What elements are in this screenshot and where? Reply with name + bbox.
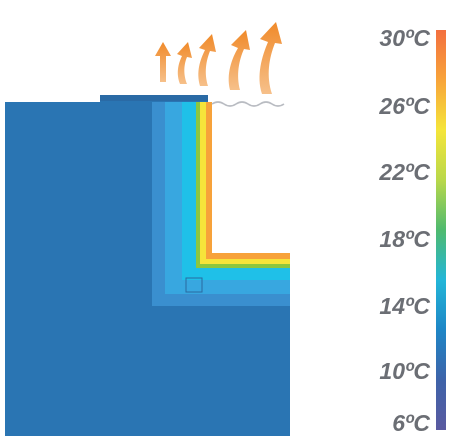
- wavy-line-icon: [211, 101, 285, 107]
- heat-arrow-icon: [198, 34, 216, 86]
- scale-label-6: 6ºC: [392, 410, 430, 436]
- temperature-colorbar: [436, 30, 446, 430]
- orange-band: [206, 102, 290, 259]
- scale-label-10: 10ºC: [379, 358, 430, 384]
- insulation-band: [182, 102, 290, 280]
- thermal-bridge-diagram: [5, 22, 290, 436]
- heat-arrow-icon: [228, 30, 250, 90]
- yellow-band: [200, 102, 290, 264]
- heat-arrows: [155, 22, 282, 94]
- scale-label-30: 30ºC: [379, 25, 430, 51]
- corner-marker: [185, 277, 203, 293]
- scale-label-18: 18ºC: [379, 226, 430, 252]
- scale-label-26: 26ºC: [379, 93, 430, 119]
- wall-top-cap: [100, 95, 208, 101]
- heat-arrow-icon: [259, 22, 282, 94]
- heat-arrow-icon: [155, 42, 171, 82]
- scale-label-22: 22ºC: [379, 159, 430, 185]
- heat-arrow-icon: [177, 42, 192, 84]
- scale-label-14: 14ºC: [379, 293, 430, 319]
- wall-extension: [150, 300, 290, 436]
